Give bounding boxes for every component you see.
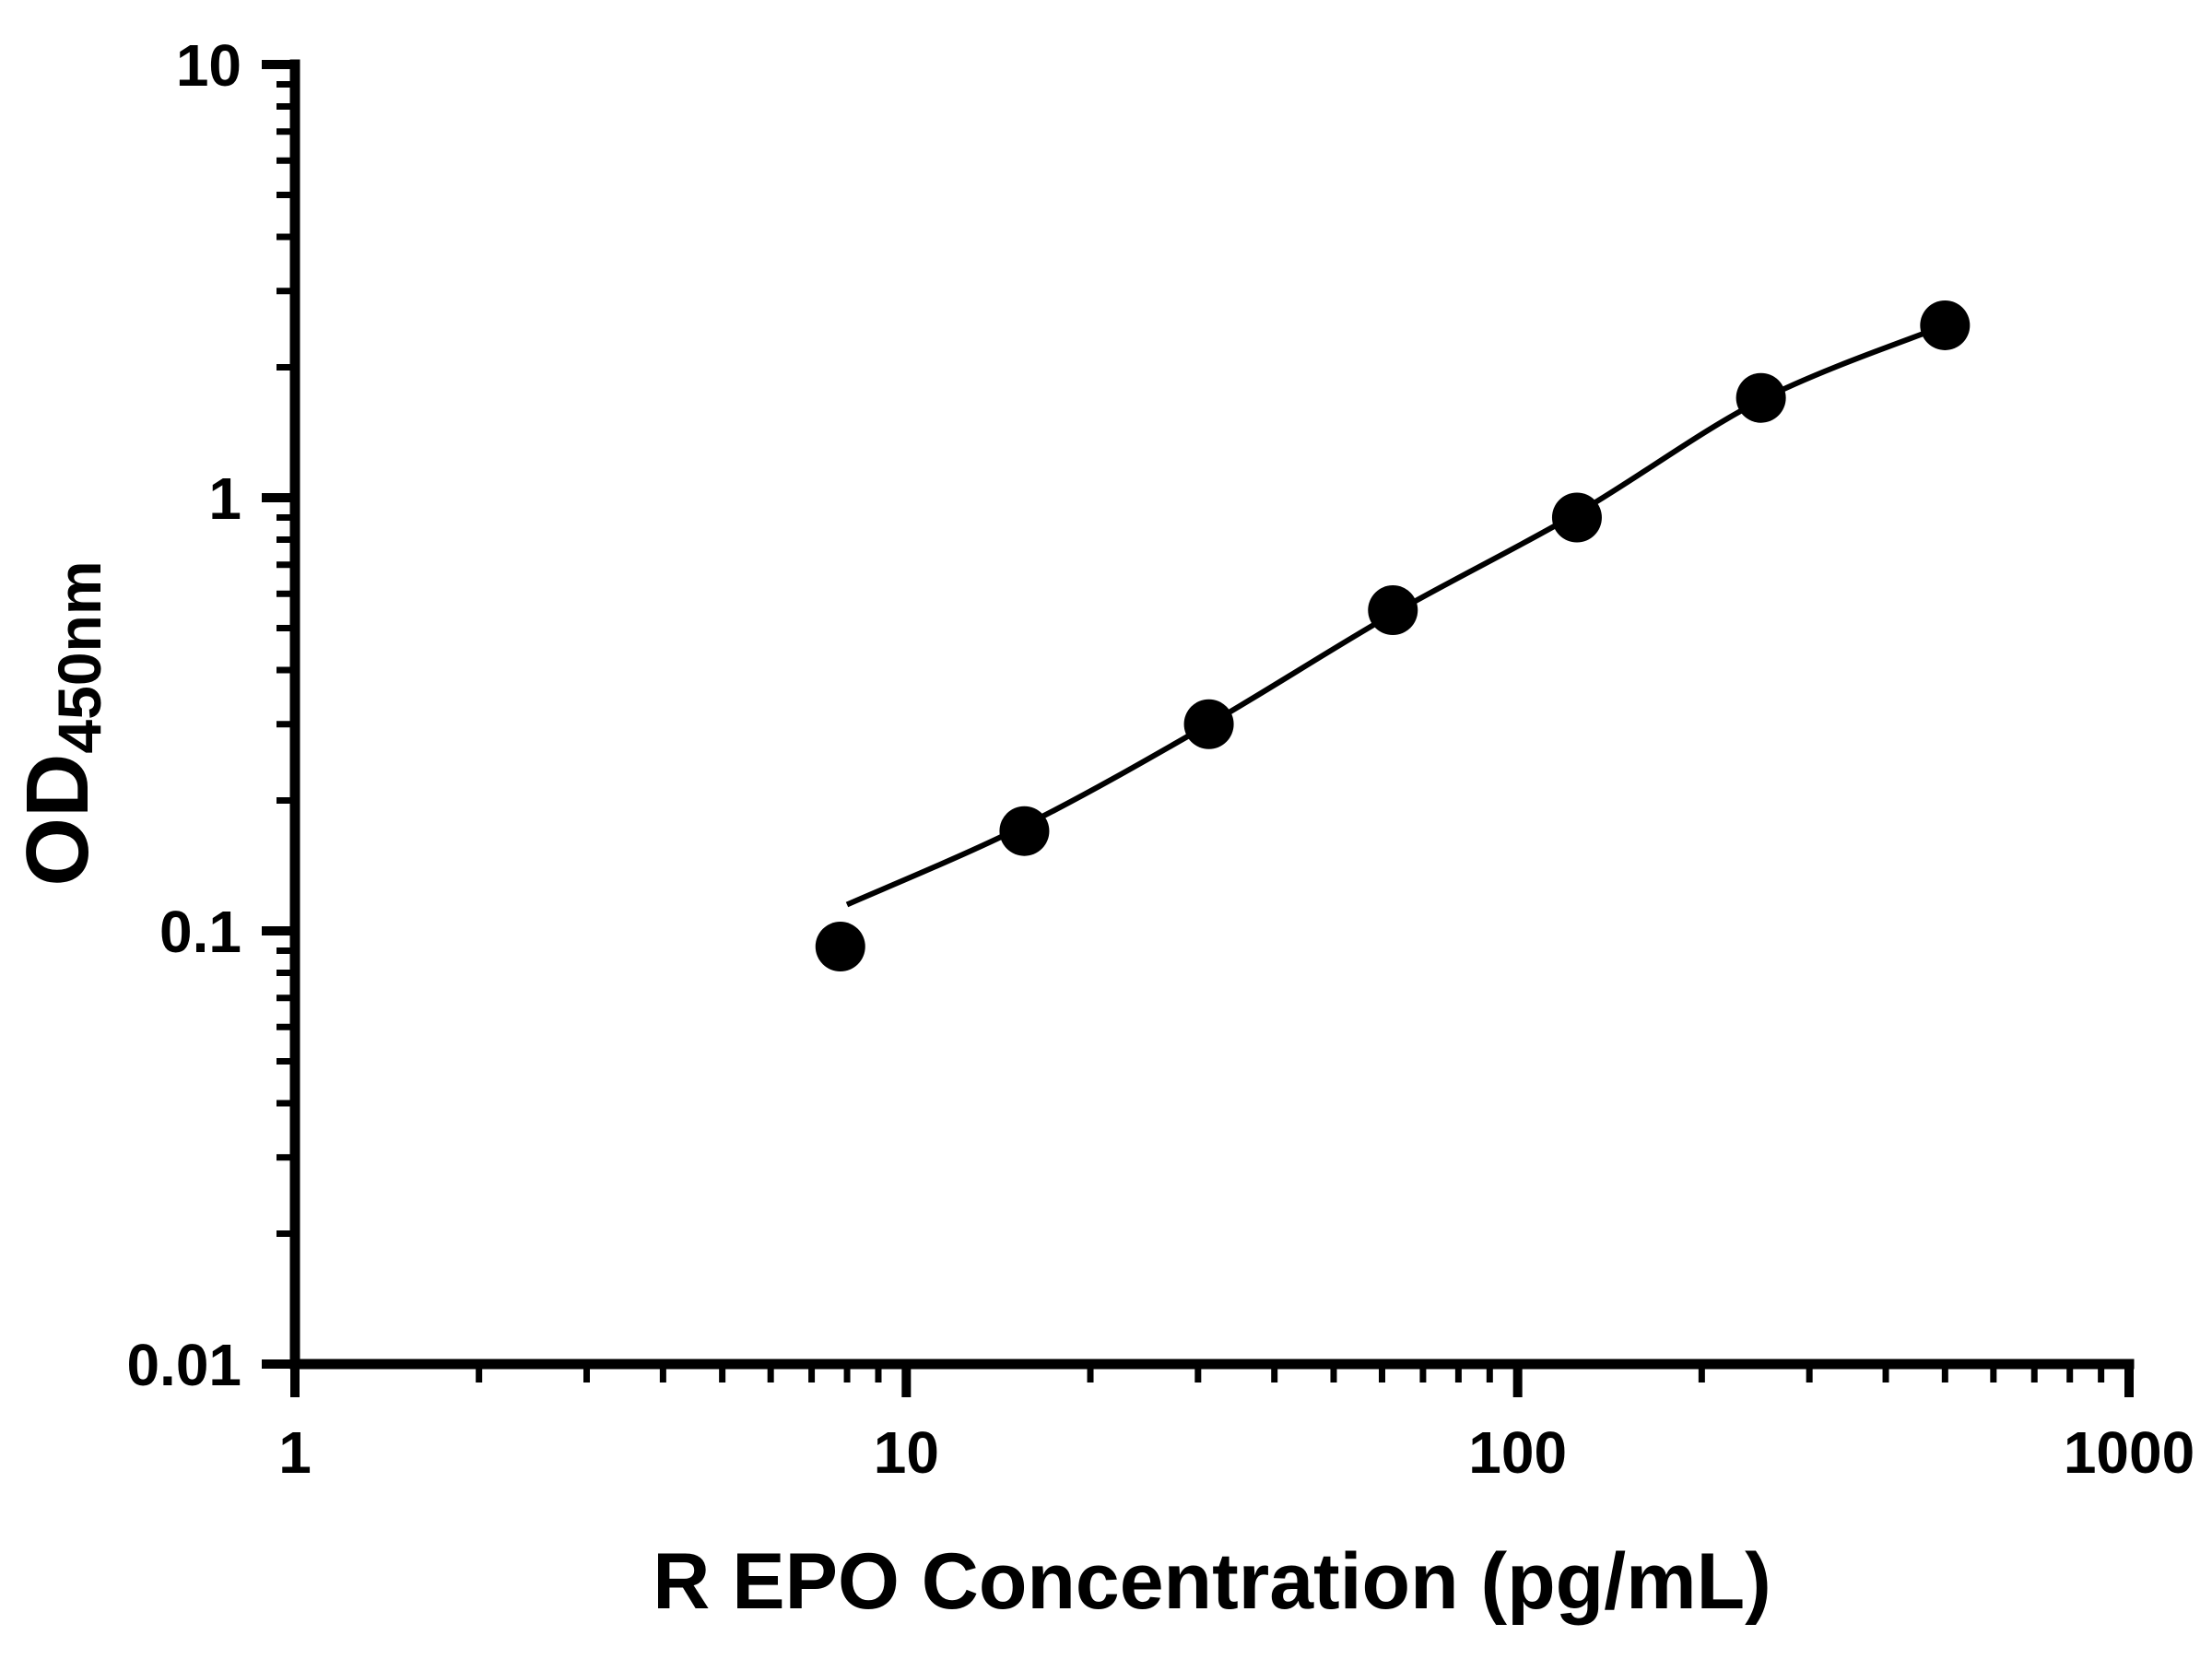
y-tick-label: 1	[208, 465, 241, 532]
data-point	[1183, 699, 1234, 749]
y-axis-title-subscript: 450nm	[45, 560, 113, 753]
data-point	[999, 806, 1050, 856]
x-axis-title: R EPO Concentration (pg/mL)	[653, 1537, 1771, 1626]
data-point	[1735, 372, 1786, 423]
y-tick-label: 10	[176, 32, 241, 99]
y-tick-label: 0.1	[159, 899, 241, 965]
data-point	[1551, 492, 1602, 543]
data-point	[1368, 585, 1418, 636]
x-tick-label: 100	[1468, 1419, 1567, 1486]
chart-generated-layer: 1 10 100 1000 0.01 0.1 1 10	[126, 32, 2194, 1486]
y-axis-title: OD450nm	[8, 560, 113, 886]
x-tick-label: 10	[874, 1419, 939, 1486]
x-tick-label: 1	[278, 1419, 312, 1486]
y-tick-label: 0.01	[126, 1332, 241, 1398]
data-point	[815, 922, 865, 972]
data-point	[1920, 300, 1971, 350]
x-tick-label: 1000	[2064, 1419, 2194, 1486]
y-axis-title-main: OD	[8, 754, 107, 887]
